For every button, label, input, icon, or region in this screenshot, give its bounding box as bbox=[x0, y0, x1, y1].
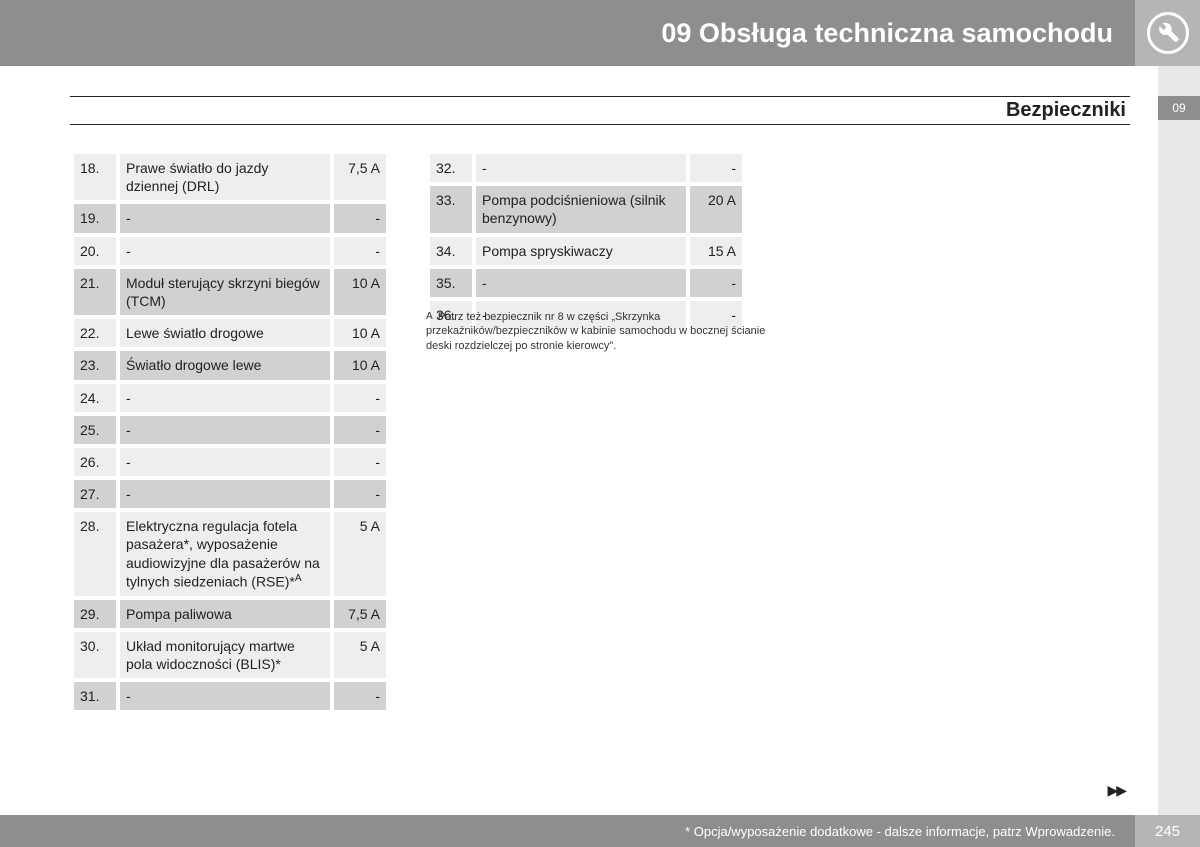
fuse-number: 23. bbox=[74, 351, 116, 379]
fuse-description: Pompa podciśnieniowa (silnik benzynowy) bbox=[476, 186, 686, 232]
footer-note: * Opcja/wyposażenie dodatkowe - dalsze i… bbox=[685, 824, 1115, 839]
fuse-description: Elektryczna regulacja fotela pasażera*, … bbox=[120, 512, 330, 595]
table-row: 20.-- bbox=[74, 237, 386, 265]
fuse-number: 20. bbox=[74, 237, 116, 265]
fuse-rating: - bbox=[334, 384, 386, 412]
fuse-description: - bbox=[120, 204, 330, 232]
footer-bar: * Opcja/wyposażenie dodatkowe - dalsze i… bbox=[0, 815, 1135, 847]
fuse-description: - bbox=[120, 416, 330, 444]
fuse-description: Pompa paliwowa bbox=[120, 600, 330, 628]
fuse-number: 33. bbox=[430, 186, 472, 232]
right-sidebar bbox=[1158, 66, 1200, 847]
fuse-number: 26. bbox=[74, 448, 116, 476]
fuse-description: - bbox=[120, 237, 330, 265]
fuse-description: Lewe światło drogowe bbox=[120, 319, 330, 347]
fuse-rating: - bbox=[334, 237, 386, 265]
footnote-mark: A bbox=[426, 311, 433, 322]
fuse-rating: - bbox=[334, 480, 386, 508]
fuse-number: 35. bbox=[430, 269, 472, 297]
table-row: 22.Lewe światło drogowe10 A bbox=[74, 319, 386, 347]
page-number: 245 bbox=[1135, 815, 1200, 847]
fuse-number: 22. bbox=[74, 319, 116, 347]
table-row: 30.Układ monitorujący martwe pola widocz… bbox=[74, 632, 386, 678]
table-row: 35.-- bbox=[430, 269, 742, 297]
fuse-number: 21. bbox=[74, 269, 116, 315]
table-row: 23.Światło drogowe lewe10 A bbox=[74, 351, 386, 379]
fuse-description: Prawe światło do jazdy dziennej (DRL) bbox=[120, 154, 330, 200]
wrench-icon bbox=[1147, 12, 1189, 54]
fuse-rating: 20 A bbox=[690, 186, 742, 232]
table-row: 28.Elektryczna regulacja fotela pasażera… bbox=[74, 512, 386, 595]
fuse-rating: 10 A bbox=[334, 351, 386, 379]
fuse-table-left: 18.Prawe światło do jazdy dziennej (DRL)… bbox=[70, 150, 390, 714]
footnote-a: A Patrz też bezpiecznik nr 8 w części „S… bbox=[426, 310, 766, 353]
table-row: 21.Moduł sterujący skrzyni biegów (TCM)1… bbox=[74, 269, 386, 315]
fuse-rating: - bbox=[334, 416, 386, 444]
section-rule-bottom bbox=[70, 124, 1130, 125]
fuse-rating: 5 A bbox=[334, 632, 386, 678]
table-row: 18.Prawe światło do jazdy dziennej (DRL)… bbox=[74, 154, 386, 200]
fuse-rating: 10 A bbox=[334, 269, 386, 315]
fuse-rating: 10 A bbox=[334, 319, 386, 347]
fuse-number: 28. bbox=[74, 512, 116, 595]
fuse-table-right: 32.--33.Pompa podciśnieniowa (silnik ben… bbox=[426, 150, 746, 333]
fuse-rating: - bbox=[334, 682, 386, 710]
fuse-rating: - bbox=[334, 448, 386, 476]
fuse-number: 31. bbox=[74, 682, 116, 710]
table-row: 24.-- bbox=[74, 384, 386, 412]
fuse-rating: - bbox=[334, 204, 386, 232]
fuse-rating: - bbox=[690, 269, 742, 297]
fuse-description: - bbox=[120, 448, 330, 476]
fuse-number: 24. bbox=[74, 384, 116, 412]
fuse-number: 34. bbox=[430, 237, 472, 265]
fuse-number: 18. bbox=[74, 154, 116, 200]
table-row: 27.-- bbox=[74, 480, 386, 508]
fuse-description: - bbox=[120, 480, 330, 508]
section-title: Bezpieczniki bbox=[70, 99, 1130, 122]
section-rule-top bbox=[70, 96, 1130, 97]
chapter-icon-box bbox=[1135, 0, 1200, 66]
fuse-description: Układ monitorujący martwe pola widocznoś… bbox=[120, 632, 330, 678]
fuse-description: - bbox=[120, 384, 330, 412]
fuse-description: - bbox=[476, 269, 686, 297]
fuse-number: 32. bbox=[430, 154, 472, 182]
table-row: 31.-- bbox=[74, 682, 386, 710]
table-row: 19.-- bbox=[74, 204, 386, 232]
fuse-rating: 7,5 A bbox=[334, 600, 386, 628]
table-row: 34.Pompa spryskiwaczy15 A bbox=[430, 237, 742, 265]
chapter-title: 09 Obsługa techniczna samochodu bbox=[661, 18, 1113, 49]
fuse-number: 19. bbox=[74, 204, 116, 232]
continue-indicator: ▶▶ bbox=[1107, 782, 1125, 799]
fuse-number: 30. bbox=[74, 632, 116, 678]
fuse-description: - bbox=[476, 154, 686, 182]
table-row: 29.Pompa paliwowa7,5 A bbox=[74, 600, 386, 628]
fuse-number: 25. bbox=[74, 416, 116, 444]
fuse-number: 27. bbox=[74, 480, 116, 508]
table-row: 25.-- bbox=[74, 416, 386, 444]
fuse-rating: 15 A bbox=[690, 237, 742, 265]
fuse-description: Moduł sterujący skrzyni biegów (TCM) bbox=[120, 269, 330, 315]
table-row: 33.Pompa podciśnieniowa (silnik benzynow… bbox=[430, 186, 742, 232]
chapter-header: 09 Obsługa techniczna samochodu bbox=[0, 0, 1135, 66]
sidebar-chapter-badge: 09 bbox=[1158, 96, 1200, 120]
fuse-rating: - bbox=[690, 154, 742, 182]
footnote-text: Patrz też bezpiecznik nr 8 w części „Skr… bbox=[426, 311, 765, 352]
table-row: 26.-- bbox=[74, 448, 386, 476]
fuse-description: - bbox=[120, 682, 330, 710]
fuse-rating: 7,5 A bbox=[334, 154, 386, 200]
fuse-description: Światło drogowe lewe bbox=[120, 351, 330, 379]
table-row: 32.-- bbox=[430, 154, 742, 182]
fuse-rating: 5 A bbox=[334, 512, 386, 595]
fuse-tables-area: 18.Prawe światło do jazdy dziennej (DRL)… bbox=[70, 150, 1130, 714]
fuse-number: 29. bbox=[74, 600, 116, 628]
fuse-description: Pompa spryskiwaczy bbox=[476, 237, 686, 265]
